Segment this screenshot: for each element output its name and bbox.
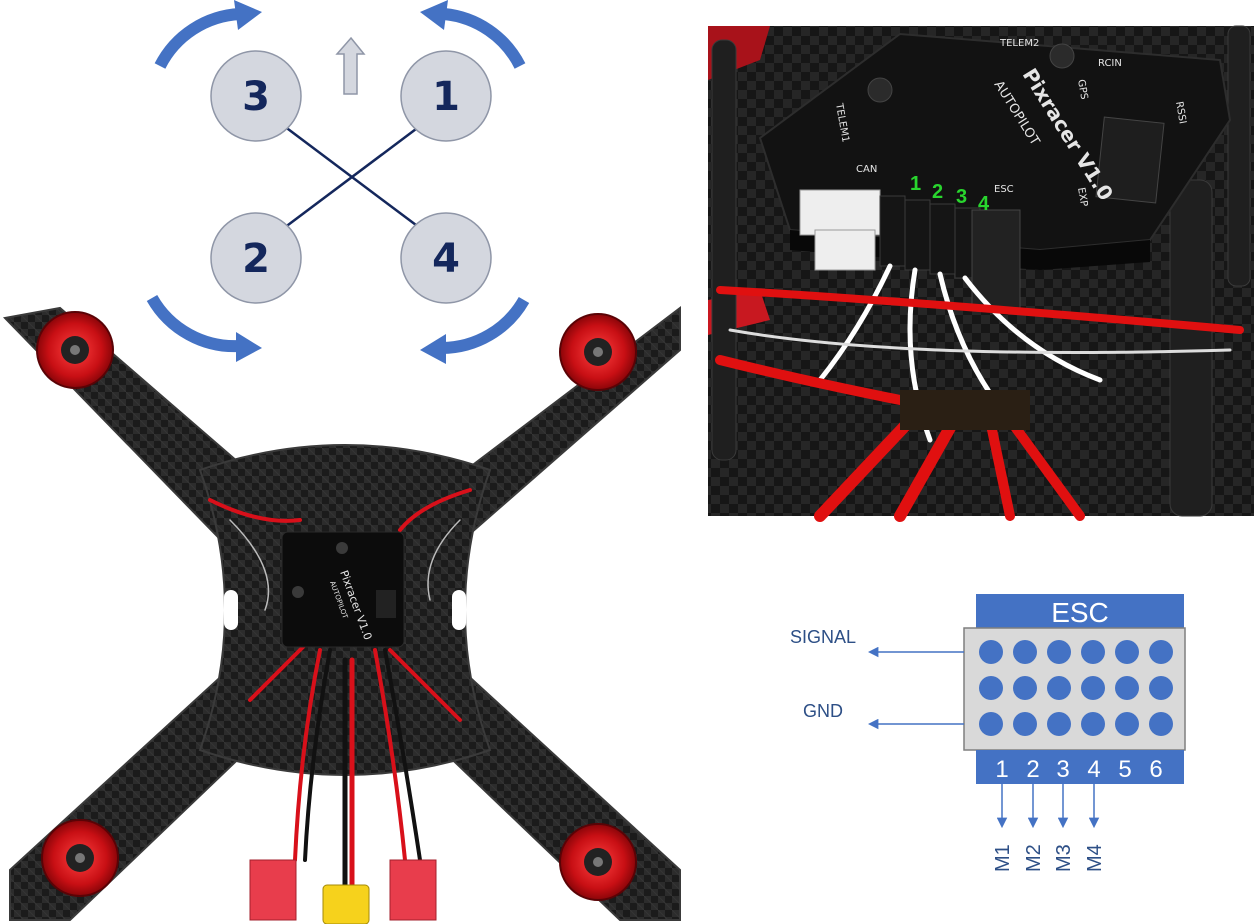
esc-pin [1149, 676, 1173, 700]
esc-channel-2: 2 [932, 181, 943, 203]
motor-3: 3 [210, 50, 302, 142]
esc-header-title: ESC [1051, 597, 1109, 628]
arrow-head-icon [236, 332, 262, 362]
esc-plug [879, 195, 1021, 311]
esc-pin [1149, 712, 1173, 736]
fc-port-label: ESC [994, 184, 1014, 195]
drone-motor-icon [559, 313, 637, 391]
motor-1-label: 1 [432, 74, 460, 120]
frame-arm-1-2 [283, 125, 421, 229]
fc-port-label: RSSI [1173, 101, 1188, 125]
esc-pin [979, 712, 1003, 736]
drone-motor-icon [36, 311, 114, 389]
output-label-m4: M4 [1084, 844, 1106, 872]
esc-pin [1047, 640, 1071, 664]
esc-pin-number: 6 [1149, 756, 1162, 783]
esc-pin [1115, 640, 1139, 664]
esc-pin [1047, 676, 1071, 700]
esc-pin [1013, 640, 1037, 664]
flight-controller-top: Pixracer V1.0 AUTOPILOT [281, 531, 405, 648]
arrow-head-icon [420, 0, 448, 30]
esc-pin [1013, 676, 1037, 700]
esc-pin [979, 676, 1003, 700]
rotation-arrow-icon-bottom-right [441, 296, 530, 354]
wiring [208, 488, 472, 893]
battery-connector [322, 884, 370, 924]
fc-port-label: GPS [1075, 79, 1089, 101]
standoff [1227, 25, 1251, 287]
motor-layout-diagram: 3 1 2 4 [146, 0, 530, 364]
rotation-arrow-icon-bottom-left [146, 294, 241, 353]
fc-closeup-photo: Pixracer V1.0 AUTOPILOT TELEM2 RCIN TELE… [708, 25, 1254, 522]
esc-pin-number: 3 [1056, 756, 1069, 783]
motor-4-label: 4 [432, 236, 460, 282]
standoff [711, 39, 737, 461]
esc-pinout-diagram: ESC 1 2 3 4 5 6 [790, 594, 1186, 872]
esc-board [389, 859, 437, 921]
esc-channel-1: 1 [910, 173, 921, 195]
esc-pin [979, 640, 1003, 664]
rotation-arrow-icon-top-left [154, 8, 241, 69]
drone-top-view: Pixracer V1.0 AUTOPILOT [2, 305, 681, 924]
arrow-head-icon [234, 0, 262, 30]
esc-pin [1081, 712, 1105, 736]
output-label-m2: M2 [1023, 844, 1045, 872]
esc-channel-4: 4 [978, 193, 990, 215]
esc-pin [1149, 640, 1173, 664]
esc-pin-number: 5 [1118, 756, 1131, 783]
esc-pin [1081, 640, 1105, 664]
motor-2-label: 2 [242, 236, 270, 282]
esc-pin [1047, 712, 1071, 736]
drone-motor-icon [41, 819, 119, 897]
motor-1: 1 [400, 50, 492, 142]
esc-channel-3: 3 [956, 186, 967, 208]
fc-port-label: EXP [1075, 187, 1089, 208]
esc-pin-number: 1 [995, 756, 1008, 783]
standoff [1169, 179, 1213, 517]
esc-pins [979, 640, 1173, 736]
esc-pin-number: 4 [1087, 756, 1100, 783]
esc-pin [1115, 712, 1139, 736]
output-label-m3: M3 [1053, 844, 1075, 872]
esc-pin [1013, 712, 1037, 736]
esc-footer-bar [976, 750, 1184, 784]
fc-port-label: CAN [856, 164, 877, 175]
esc-pin [1115, 676, 1139, 700]
esc-header-bar [976, 594, 1184, 628]
signal-label: SIGNAL [790, 627, 856, 647]
arrow-head-icon [420, 334, 446, 364]
gnd-label: GND [803, 701, 843, 721]
motor-4: 4 [400, 212, 492, 304]
esc-board [249, 859, 297, 921]
esc-pin [1081, 676, 1105, 700]
output-label-m1: M1 [992, 844, 1014, 872]
fc-port-label: RCIN [1098, 58, 1122, 69]
motor-2: 2 [210, 212, 302, 304]
drone-motor-icon [559, 823, 637, 901]
motor-3-label: 3 [242, 74, 270, 120]
forward-arrow-icon [335, 36, 366, 95]
fc-port-label: TELEM2 [999, 38, 1039, 49]
esc-pin-number: 2 [1026, 756, 1039, 783]
rotation-arrow-icon-top-right [443, 8, 526, 69]
